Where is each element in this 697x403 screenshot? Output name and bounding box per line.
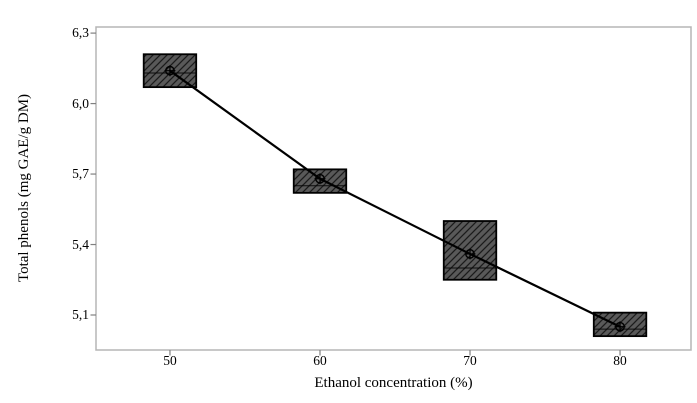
plot-border [95,26,692,351]
trend-line [168,69,622,328]
plot-area [90,26,692,356]
data-point-marker [164,65,176,77]
x-tick-label: 80 [613,353,627,368]
y-tick-label: 5,7 [72,166,89,182]
y-tick-label: 6,3 [72,25,89,41]
y-tick-label: 5,4 [72,236,89,252]
data-point-marker [314,173,326,185]
x-axis-title: Ethanol concentration (%) [314,375,473,391]
x-tick-label: 60 [313,353,327,368]
x-tick-label: 70 [463,353,477,368]
y-axis-title: Total phenols (mg GAE/g DM) [16,93,32,283]
y-tick-label: 5,1 [72,306,89,322]
data-point-marker [614,321,626,333]
x-tick-label: 50 [163,353,177,368]
y-tick-label: 6,0 [72,95,89,111]
data-point-marker [464,248,476,260]
